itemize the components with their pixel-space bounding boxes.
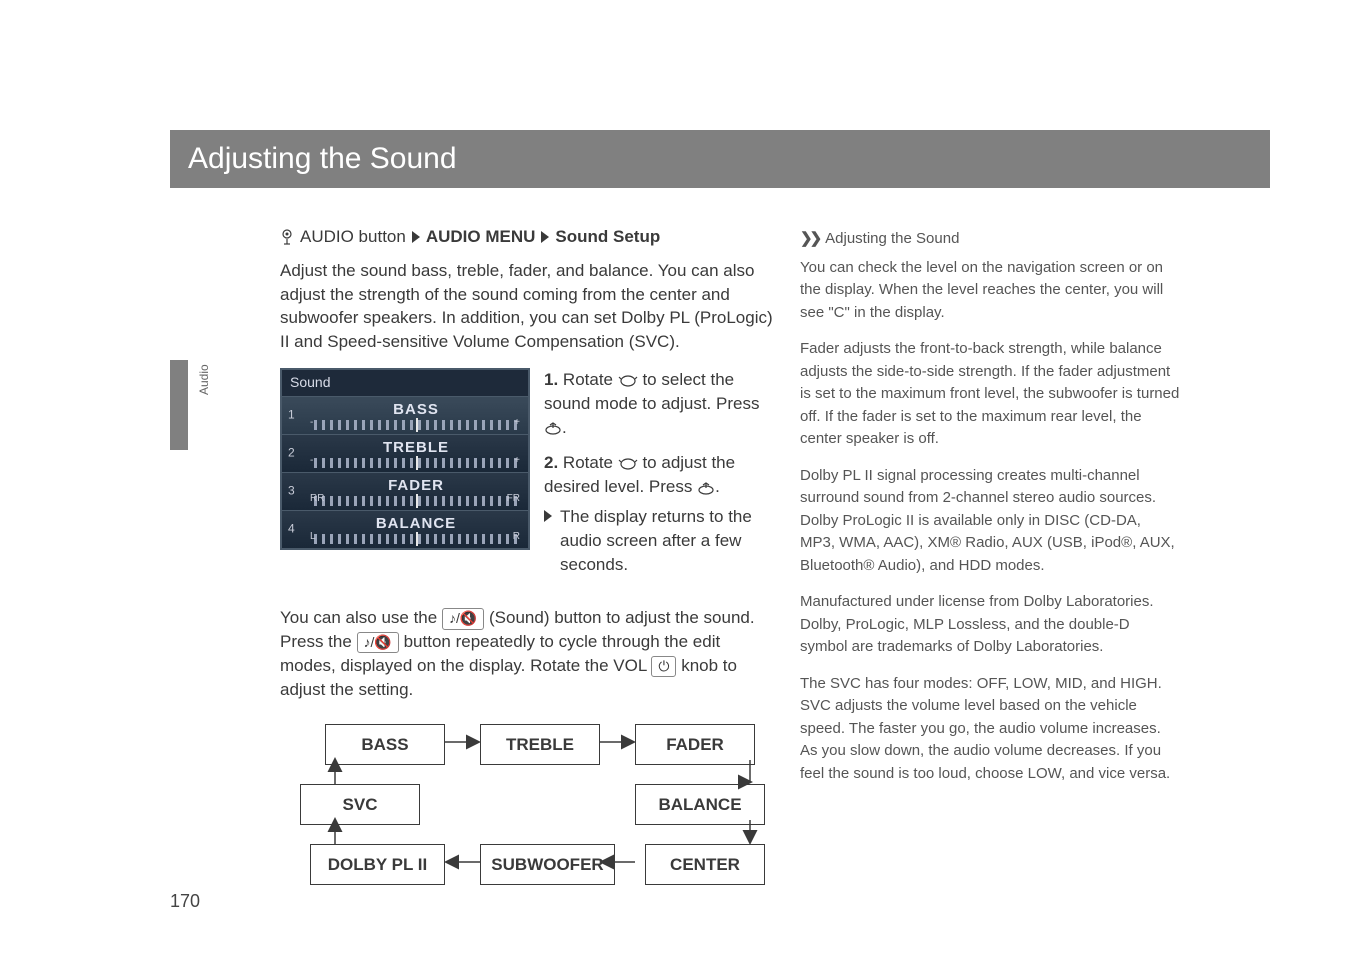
chevron-right-icon [412, 231, 420, 243]
steps-list: 1. Rotate to select the sound mode to ad… [544, 368, 780, 588]
breadcrumb-step: Sound Setup [555, 225, 660, 249]
step-2: 2. Rotate to adjust the desired level. P… [544, 451, 780, 576]
breadcrumb-step: AUDIO button [300, 225, 406, 249]
flow-treble: TREBLE [480, 724, 600, 766]
chevron-right-icon [541, 231, 549, 243]
press-select-icon [544, 421, 562, 435]
sound-row-fader: 3 FADER RR FR [282, 472, 528, 510]
main-column: AUDIO button AUDIO MENU Sound Setup Adju… [280, 225, 780, 922]
sidebar-p2: Fader adjusts the front-to-back strength… [800, 338, 1180, 451]
sidebar-p4: Manufactured under license from Dolby La… [800, 591, 1180, 659]
flow-diagram: BASS TREBLE FADER SVC BALANCE DOLBY PL I… [280, 722, 780, 922]
breadcrumb: AUDIO button AUDIO MENU Sound Setup [280, 225, 780, 249]
sidebar-p3: Dolby PL II signal processing creates mu… [800, 465, 1180, 578]
flow-balance: BALANCE [635, 784, 765, 826]
flow-center: CENTER [645, 844, 765, 886]
flow-fader: FADER [635, 724, 755, 766]
device-screenshot: Sound 1 BASS - + 2 TREBLE - + 3 F [280, 368, 530, 550]
page-title: Adjusting the Sound [188, 138, 457, 180]
mid-paragraph: You can also use the ♪/🔇 (Sound) button … [280, 606, 780, 701]
sound-button-icon: ♪/🔇 [357, 632, 399, 654]
flow-svc: SVC [300, 784, 420, 826]
sidebar-p1: You can check the level on the navigatio… [800, 257, 1180, 325]
step-1: 1. Rotate to select the sound mode to ad… [544, 368, 780, 439]
side-tab [170, 360, 188, 450]
chevrons-icon: ❯❯ [800, 228, 819, 251]
breadcrumb-step: AUDIO MENU [426, 225, 536, 249]
side-tab-label: Audio [196, 364, 213, 395]
sidebar-p5: The SVC has four modes: OFF, LOW, MID, a… [800, 673, 1180, 786]
press-select-icon [697, 481, 715, 495]
rotate-dial-icon [618, 374, 638, 388]
intro-paragraph: Adjust the sound bass, treble, fader, an… [280, 259, 780, 354]
rotate-dial-icon [618, 457, 638, 471]
sound-row-balance: 4 BALANCE L R [282, 510, 528, 548]
flow-dolby: DOLBY PL II [310, 844, 445, 886]
sound-row-bass: 1 BASS - + [282, 396, 528, 434]
sound-row-treble: 2 TREBLE - + [282, 434, 528, 472]
flow-bass: BASS [325, 724, 445, 766]
step-2-note: The display returns to the audio screen … [544, 505, 780, 576]
interface-dial-icon [280, 228, 294, 246]
title-bar: Adjusting the Sound [170, 130, 1270, 188]
figure-row: Sound 1 BASS - + 2 TREBLE - + 3 F [280, 368, 780, 588]
page-number: 170 [170, 889, 200, 914]
sound-button-icon: ♪/🔇 [442, 608, 484, 630]
sidebar-heading: ❯❯ Adjusting the Sound [800, 228, 1180, 251]
screenshot-title: Sound [282, 370, 528, 396]
flow-subwoofer: SUBWOOFER [480, 844, 615, 886]
power-knob-icon: ⏻ [651, 656, 676, 678]
sidebar-notes: ❯❯ Adjusting the Sound You can check the… [800, 228, 1180, 799]
triangle-bullet-icon [544, 510, 552, 522]
